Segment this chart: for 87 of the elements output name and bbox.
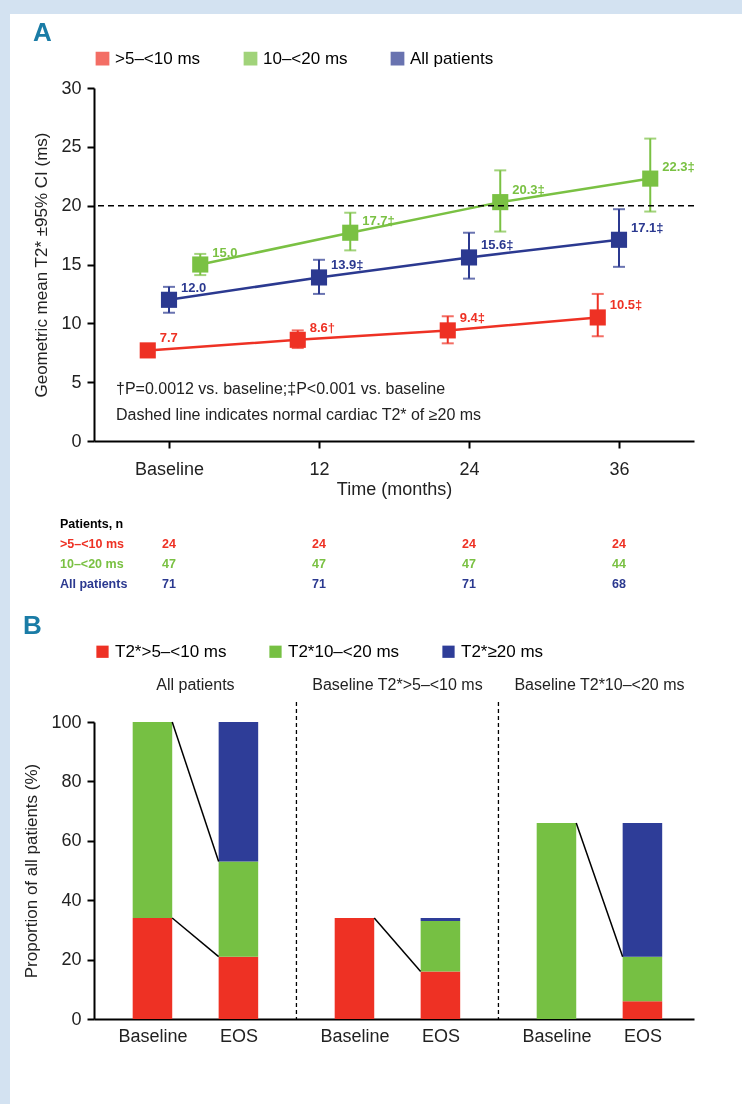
chart-title: B bbox=[22, 610, 42, 640]
data-label: 10.5‡ bbox=[609, 297, 643, 313]
point bbox=[492, 194, 509, 211]
data-label: 44 bbox=[612, 557, 626, 571]
x-tick-label: Baseline bbox=[118, 1025, 188, 1046]
point bbox=[160, 291, 178, 308]
x-tick-label: EOS bbox=[219, 1025, 258, 1046]
x-tick-label: Baseline bbox=[320, 1025, 390, 1046]
y-tick-label: 100 bbox=[51, 711, 82, 732]
data-label: 71 bbox=[162, 577, 176, 591]
legend-label: T2*≥20 ms bbox=[461, 641, 544, 661]
data-label: 47 bbox=[312, 557, 326, 571]
y-tick-label: 15 bbox=[61, 254, 82, 274]
x-tick-label: 36 bbox=[609, 458, 630, 479]
data-label: 17.7‡ bbox=[362, 212, 395, 228]
point bbox=[610, 231, 628, 248]
bar bbox=[218, 956, 259, 1019]
data-label: 8.6† bbox=[309, 319, 336, 335]
data-label: 13.9‡ bbox=[331, 257, 364, 273]
data-label: 15.6‡ bbox=[481, 237, 514, 253]
point bbox=[192, 256, 209, 273]
x-tick-label: EOS bbox=[623, 1025, 662, 1046]
data-label: 12.0 bbox=[181, 279, 207, 295]
point bbox=[342, 224, 359, 241]
text: Baseline T2*10–<20 ms bbox=[514, 676, 685, 693]
data-label: 47 bbox=[462, 557, 476, 571]
data-label: 71 bbox=[462, 577, 476, 591]
data-label: 71 bbox=[312, 577, 326, 591]
x-tick-label: EOS bbox=[421, 1025, 460, 1046]
legend-label: All patients bbox=[410, 48, 494, 68]
text: Baseline T2*>5–<10 ms bbox=[312, 676, 483, 693]
data-label: 68 bbox=[612, 577, 626, 591]
y-tick-label: 60 bbox=[61, 830, 82, 851]
y-tick-label: 0 bbox=[71, 430, 82, 451]
y-tick-label: 30 bbox=[61, 77, 82, 98]
legend-label: 10–<20 ms bbox=[263, 48, 348, 68]
data-label: 17.1‡ bbox=[631, 219, 664, 235]
y-tick-label: 80 bbox=[61, 770, 82, 791]
legend-label: T2*>5–<10 ms bbox=[115, 641, 227, 661]
x-tick-label: Baseline bbox=[522, 1025, 592, 1046]
x-tick-label: 12 bbox=[309, 458, 330, 479]
point bbox=[642, 170, 659, 187]
data-label: 24 bbox=[312, 537, 326, 551]
data-label: 20.3‡ bbox=[512, 182, 545, 198]
legend-label: T2*10–<20 ms bbox=[288, 641, 400, 661]
data-label: 24 bbox=[612, 537, 626, 551]
x-tick-label: Baseline bbox=[134, 458, 205, 479]
x-tick-label: 24 bbox=[459, 458, 480, 479]
y-tick-label: 10–<20 ms bbox=[60, 557, 124, 571]
bar bbox=[420, 920, 461, 972]
bar bbox=[622, 822, 663, 957]
y-tick-label: 20 bbox=[61, 949, 82, 970]
y-tick-label: 20 bbox=[61, 195, 82, 216]
data-label: 24 bbox=[162, 537, 176, 551]
point bbox=[310, 269, 328, 286]
y-axis-title: Geometric mean T2* ±95% CI (ms) bbox=[32, 132, 52, 398]
y-tick-label: 40 bbox=[61, 889, 82, 910]
data-label: 22.3‡ bbox=[662, 158, 695, 174]
chart-title: Patients, n bbox=[60, 517, 124, 531]
point bbox=[589, 309, 606, 326]
y-tick-label: 5 bbox=[71, 371, 82, 392]
text: All patients bbox=[156, 676, 235, 693]
data-label: 47 bbox=[162, 557, 176, 571]
data-label: 9.4‡ bbox=[459, 310, 486, 326]
y-tick-label: 25 bbox=[61, 136, 82, 157]
y-tick-label: All patients bbox=[60, 577, 128, 591]
bar bbox=[420, 971, 461, 1019]
chart-title: A bbox=[32, 17, 52, 47]
x-axis-title: Time (months) bbox=[336, 478, 453, 499]
bar bbox=[218, 861, 259, 957]
point bbox=[139, 342, 156, 359]
annotation: Dashed line indicates normal cardiac T2* of ≥20 ms bbox=[116, 406, 482, 423]
point bbox=[460, 249, 478, 266]
bar bbox=[622, 1001, 663, 1019]
y-tick-label: >5–<10 ms bbox=[60, 537, 124, 551]
y-axis-title: Proportion of all patients (%) bbox=[22, 763, 42, 979]
data-label: 15.0 bbox=[212, 244, 238, 260]
data-label: 24 bbox=[462, 537, 476, 551]
bar bbox=[420, 918, 461, 921]
y-tick-label: 10 bbox=[61, 312, 82, 333]
y-tick-label: 0 bbox=[71, 1008, 82, 1029]
point bbox=[439, 322, 456, 339]
bar bbox=[622, 956, 663, 1002]
data-label: 7.7 bbox=[159, 330, 178, 346]
bar bbox=[218, 722, 259, 862]
legend-label: >5–<10 ms bbox=[115, 48, 201, 68]
annotation: †P=0.0012 vs. baseline;‡P<0.001 vs. baseline bbox=[116, 380, 446, 397]
